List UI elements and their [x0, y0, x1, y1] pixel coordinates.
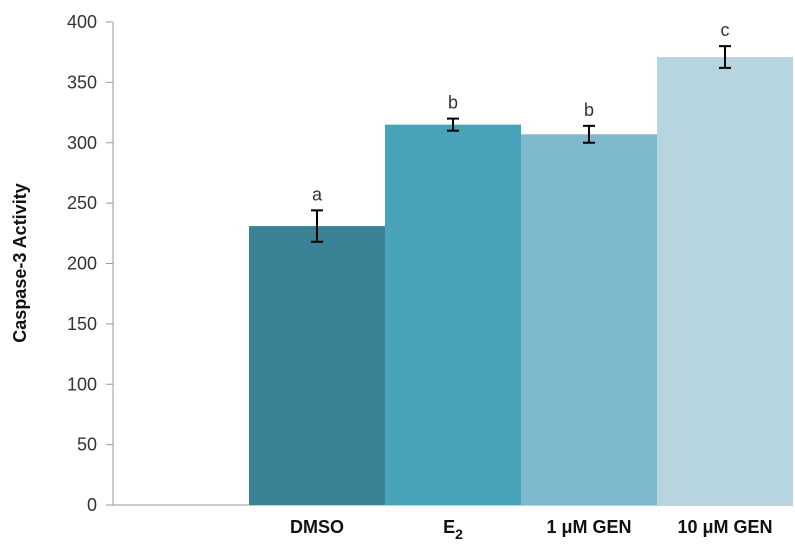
y-tick-label: 0 [87, 495, 97, 515]
category-labels: DMSO E2 1 μM GEN 10 μM GEN [290, 517, 773, 542]
category-label: 1 μM GEN [546, 517, 631, 537]
error-bars [311, 45, 731, 243]
category-label: E2 [443, 517, 463, 542]
y-tick-label: 100 [67, 374, 97, 394]
y-tick-label: 400 [67, 12, 97, 32]
significance-label: a [312, 184, 323, 204]
y-tick-label: 350 [67, 72, 97, 92]
y-tick-label: 150 [67, 314, 97, 334]
significance-label: c [721, 20, 730, 40]
bar [385, 124, 521, 505]
bar [657, 57, 793, 506]
significance-label: b [448, 93, 458, 113]
category-label: 10 μM GEN [677, 517, 772, 537]
y-axis: 0 50 100 150 200 250 300 350 400 [67, 12, 114, 515]
y-ticks: 0 50 100 150 200 250 300 350 400 [67, 12, 113, 515]
category-label: DMSO [290, 517, 344, 537]
y-axis-title: Caspase-3 Activity [10, 183, 30, 342]
y-tick-label: 300 [67, 133, 97, 153]
y-tick-label: 50 [77, 435, 97, 455]
significance-label: b [584, 100, 594, 120]
y-tick-label: 200 [67, 254, 97, 274]
bar [521, 134, 657, 506]
y-tick-label: 250 [67, 193, 97, 213]
bar [249, 226, 385, 505]
bars [249, 57, 793, 506]
significance-labels: a b b c [312, 20, 730, 204]
